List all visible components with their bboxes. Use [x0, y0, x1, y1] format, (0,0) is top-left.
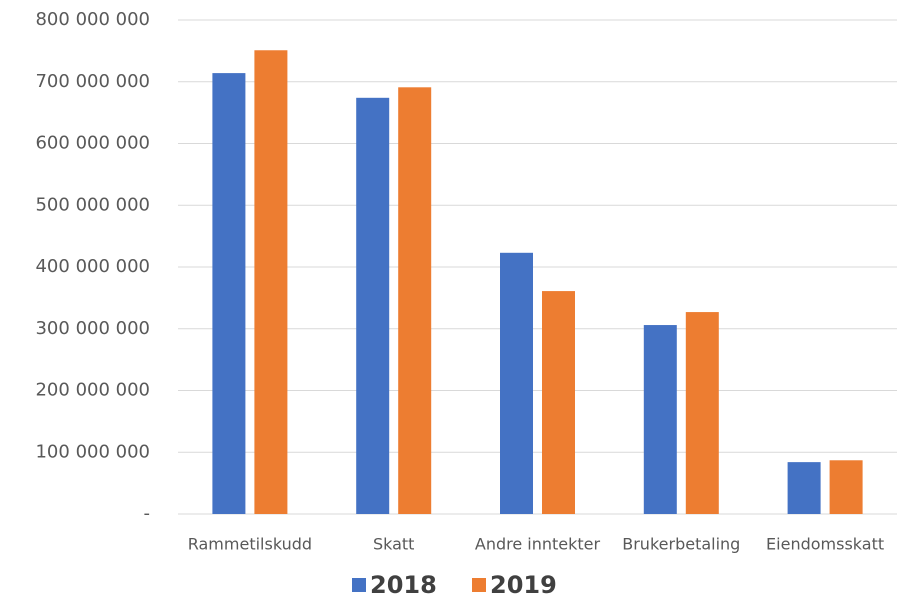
y-tick-label: 200 000 000 — [35, 380, 150, 401]
bar — [254, 50, 288, 514]
x-tick-label: Skatt — [373, 535, 415, 554]
legend-swatch — [472, 578, 486, 592]
x-tick-label: Brukerbetaling — [622, 535, 740, 554]
y-tick-label: 400 000 000 — [35, 256, 150, 277]
bar — [500, 252, 533, 515]
bar — [398, 87, 432, 515]
x-tick-label: Rammetilskudd — [188, 535, 312, 554]
x-tick-label: Andre inntekter — [475, 535, 601, 554]
y-tick-label: - — [144, 503, 151, 524]
y-tick-label: 300 000 000 — [35, 318, 150, 339]
bar — [212, 73, 246, 514]
legend-label: 2019 — [490, 571, 557, 599]
y-tick-label: 500 000 000 — [35, 194, 150, 215]
bar — [356, 97, 390, 515]
y-tick-label: 600 000 000 — [35, 133, 150, 154]
bar — [787, 462, 821, 514]
bar — [685, 312, 719, 514]
y-tick-label: 800 000 000 — [35, 9, 150, 30]
legend-swatch — [352, 578, 366, 592]
y-tick-label: 100 000 000 — [35, 441, 150, 462]
y-tick-label: 700 000 000 — [35, 71, 150, 92]
legend-label: 2018 — [370, 571, 437, 599]
bar — [643, 325, 677, 514]
x-tick-label: Eiendomsskatt — [766, 535, 884, 554]
bar — [542, 291, 575, 514]
bar — [829, 460, 863, 514]
